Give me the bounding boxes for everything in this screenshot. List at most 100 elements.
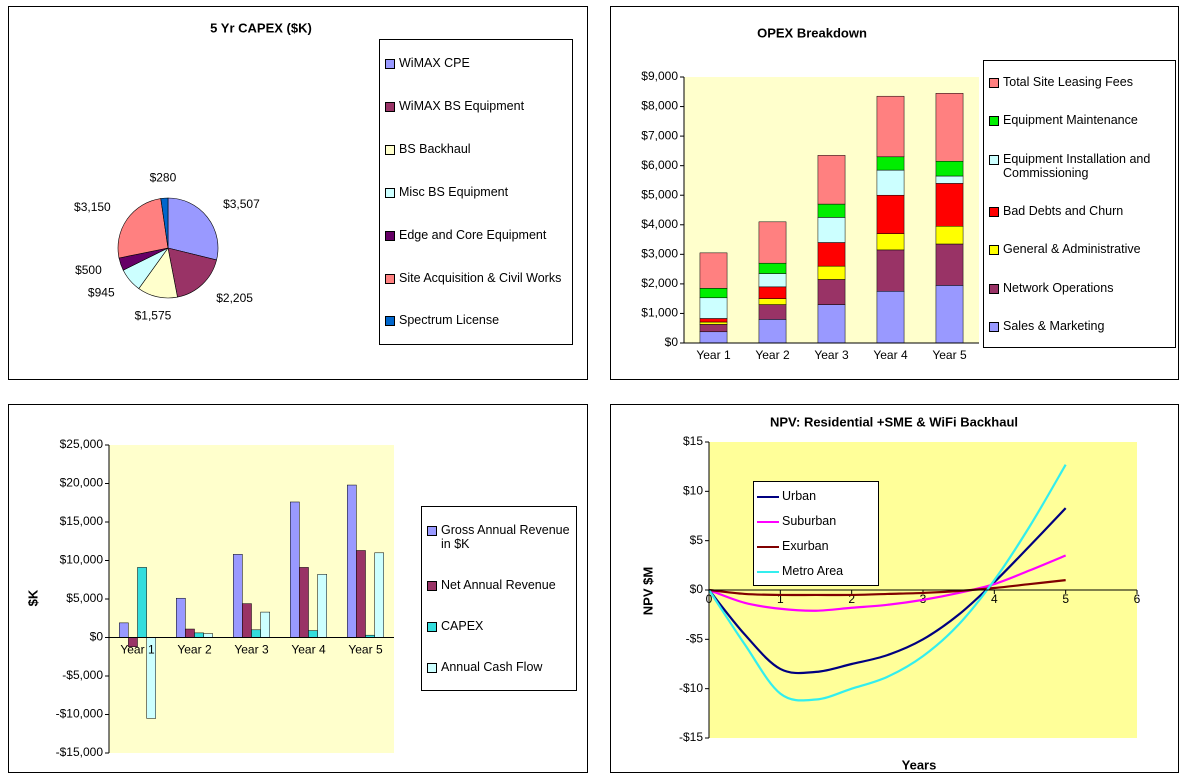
y-tick-label: $9,000 <box>641 69 678 83</box>
pie-slice <box>167 197 219 261</box>
legend-entry: Sales & Marketing <box>987 319 1172 333</box>
legend-label: Bad Debts and Churn <box>1003 203 1124 218</box>
y-tick-label: -$10,000 <box>56 707 104 721</box>
y-tick-label: $5,000 <box>66 591 103 605</box>
y-tick-label: $7,000 <box>641 128 678 142</box>
x-tick-label: Year 1 <box>696 348 731 362</box>
y-tick-label: $0 <box>90 630 104 644</box>
legend-label: General & Administrative <box>1003 242 1141 257</box>
bar <box>817 279 846 305</box>
legend-swatch <box>989 154 999 165</box>
bar <box>347 484 357 638</box>
y-tick-label: $15,000 <box>60 514 104 528</box>
bar <box>176 597 186 638</box>
legend: Total Site Leasing Fees Equipment Mainten… <box>983 60 1176 348</box>
legend-swatch <box>385 230 395 241</box>
legend-label: Edge and Core Equipment <box>399 227 547 242</box>
legend-entry: Site Acquisition & Civil Works <box>383 271 569 285</box>
legend-entry: General & Administrative <box>987 242 1172 256</box>
bar <box>699 331 728 344</box>
bar <box>137 567 147 638</box>
x-tick-label: Year 4 <box>873 348 908 362</box>
x-tick-label: 6 <box>1134 592 1141 606</box>
y-tick-label: -$5 <box>686 632 704 646</box>
data-label: $945 <box>88 285 115 299</box>
legend-label: BS Backhaul <box>399 142 471 157</box>
legend-label: Network Operations <box>1003 280 1114 295</box>
x-tick-label: 4 <box>991 592 998 606</box>
x-tick-label: Year 3 <box>814 348 849 362</box>
bar <box>194 632 204 638</box>
pie-slice <box>117 198 169 259</box>
legend-entry: Urban <box>757 489 875 503</box>
legend-label: Suburban <box>782 514 837 529</box>
bar <box>935 243 964 286</box>
data-label: $3,507 <box>223 197 260 211</box>
legend-label: Total Site Leasing Fees <box>1003 75 1133 90</box>
y-tick-label: $5,000 <box>641 187 678 201</box>
y-tick-label: $15 <box>683 434 703 448</box>
bar <box>817 242 846 267</box>
legend-entry: Edge and Core Equipment <box>383 228 569 242</box>
legend-swatch <box>427 663 437 674</box>
x-tick-label: Year 5 <box>932 348 967 362</box>
y-tick-label: $6,000 <box>641 158 678 172</box>
legend-label: Sales & Marketing <box>1003 318 1105 333</box>
legend: Gross Annual Revenue in $K Net Annual Rev… <box>421 506 577 691</box>
bar <box>935 175 964 184</box>
legend-swatch <box>757 570 779 573</box>
bar <box>935 183 964 227</box>
y-tick-label: $10 <box>683 484 703 498</box>
bar <box>203 633 213 638</box>
y-tick-label: $10,000 <box>60 553 104 567</box>
legend-entry: BS Backhaul <box>383 142 569 156</box>
y-tick-label: $5 <box>690 533 704 547</box>
bar <box>260 611 270 638</box>
legend: WiMAX CPE WiMAX BS Equipment BS Backhaul Mi… <box>379 39 573 345</box>
legend-swatch <box>989 283 999 294</box>
bar <box>876 169 905 196</box>
bar <box>758 273 787 288</box>
series-line <box>708 507 1067 675</box>
legend-entry: Metro Area <box>757 564 875 578</box>
legend-entry: CAPEX <box>425 619 573 633</box>
opex-panel: OPEX Breakdown $0 $1,000 $2,000 $3,000 $4,000… <box>610 6 1179 380</box>
data-label: $2,205 <box>216 291 253 305</box>
bar <box>758 304 787 320</box>
legend-label: Site Acquisition & Civil Works <box>399 270 562 285</box>
bar <box>251 629 261 638</box>
legend-entry: Equipment Maintenance <box>987 113 1172 127</box>
legend-entry: Gross Annual Revenue in $K <box>425 523 573 551</box>
chart-title: 5 Yr CAPEX ($K) <box>210 20 312 35</box>
bar <box>817 155 846 205</box>
bar <box>758 298 787 305</box>
data-label: $280 <box>150 170 177 184</box>
npv-panel: NPV: Residential +SME & WiFi Backhaul -$1… <box>610 404 1179 773</box>
x-tick-label: Year 2 <box>755 348 790 362</box>
bar <box>699 318 728 323</box>
legend-swatch <box>989 321 999 332</box>
bar <box>699 321 728 325</box>
legend-entry: Misc BS Equipment <box>383 185 569 199</box>
y-tick-label: $0 <box>665 335 679 349</box>
legend-entry: WiMAX CPE <box>383 56 569 70</box>
y-axis-label: $K <box>25 589 40 606</box>
bar <box>308 630 318 638</box>
plot-area <box>109 445 394 753</box>
legend-label: Gross Annual Revenue in $K <box>441 522 570 551</box>
y-tick-label: $25,000 <box>60 437 104 451</box>
bar <box>758 221 787 264</box>
series-line <box>708 554 1067 612</box>
legend-label: Metro Area <box>782 563 844 578</box>
bar <box>699 324 728 333</box>
bar <box>119 622 129 638</box>
x-tick-label: 1 <box>777 592 784 606</box>
bar <box>356 550 366 638</box>
legend-label: Spectrum License <box>399 313 500 328</box>
y-tick-label: $1,000 <box>641 306 678 320</box>
legend-swatch <box>385 316 395 327</box>
bar <box>317 574 327 638</box>
y-tick-label: -$15 <box>679 730 703 744</box>
bar <box>876 156 905 171</box>
legend-label: Equipment Maintenance <box>1003 113 1138 128</box>
